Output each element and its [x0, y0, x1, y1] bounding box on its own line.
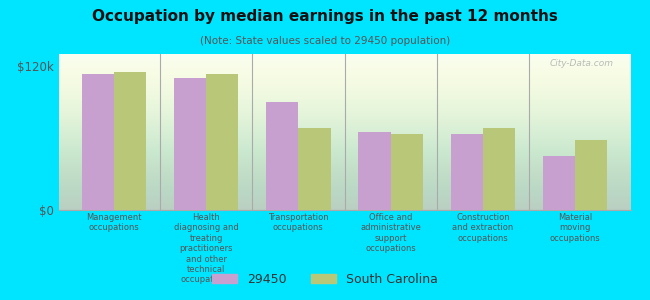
- Text: Health
diagnosing and
treating
practitioners
and other
technical
occupations: Health diagnosing and treating practitio…: [174, 213, 239, 284]
- Text: Material
moving
occupations: Material moving occupations: [550, 213, 601, 243]
- Bar: [174, 78, 206, 210]
- Bar: [543, 156, 575, 210]
- Text: Office and
administrative
support
occupations: Office and administrative support occupa…: [360, 213, 421, 253]
- Text: Construction
and extraction
occupations: Construction and extraction occupations: [452, 213, 514, 243]
- Text: Occupation by median earnings in the past 12 months: Occupation by median earnings in the pas…: [92, 9, 558, 24]
- Bar: [450, 134, 483, 210]
- Bar: [266, 102, 298, 210]
- Text: Management
occupations: Management occupations: [86, 213, 142, 233]
- Bar: [206, 74, 239, 210]
- Legend: 29450, South Carolina: 29450, South Carolina: [207, 268, 443, 291]
- Bar: [114, 72, 146, 210]
- Text: (Note: State values scaled to 29450 population): (Note: State values scaled to 29450 popu…: [200, 36, 450, 46]
- Bar: [358, 132, 391, 210]
- Bar: [575, 140, 608, 210]
- Bar: [81, 74, 114, 210]
- Bar: [298, 128, 331, 210]
- Bar: [483, 128, 515, 210]
- Text: Transportation
occupations: Transportation occupations: [268, 213, 329, 233]
- Bar: [391, 134, 423, 210]
- Text: City-Data.com: City-Data.com: [549, 59, 614, 68]
